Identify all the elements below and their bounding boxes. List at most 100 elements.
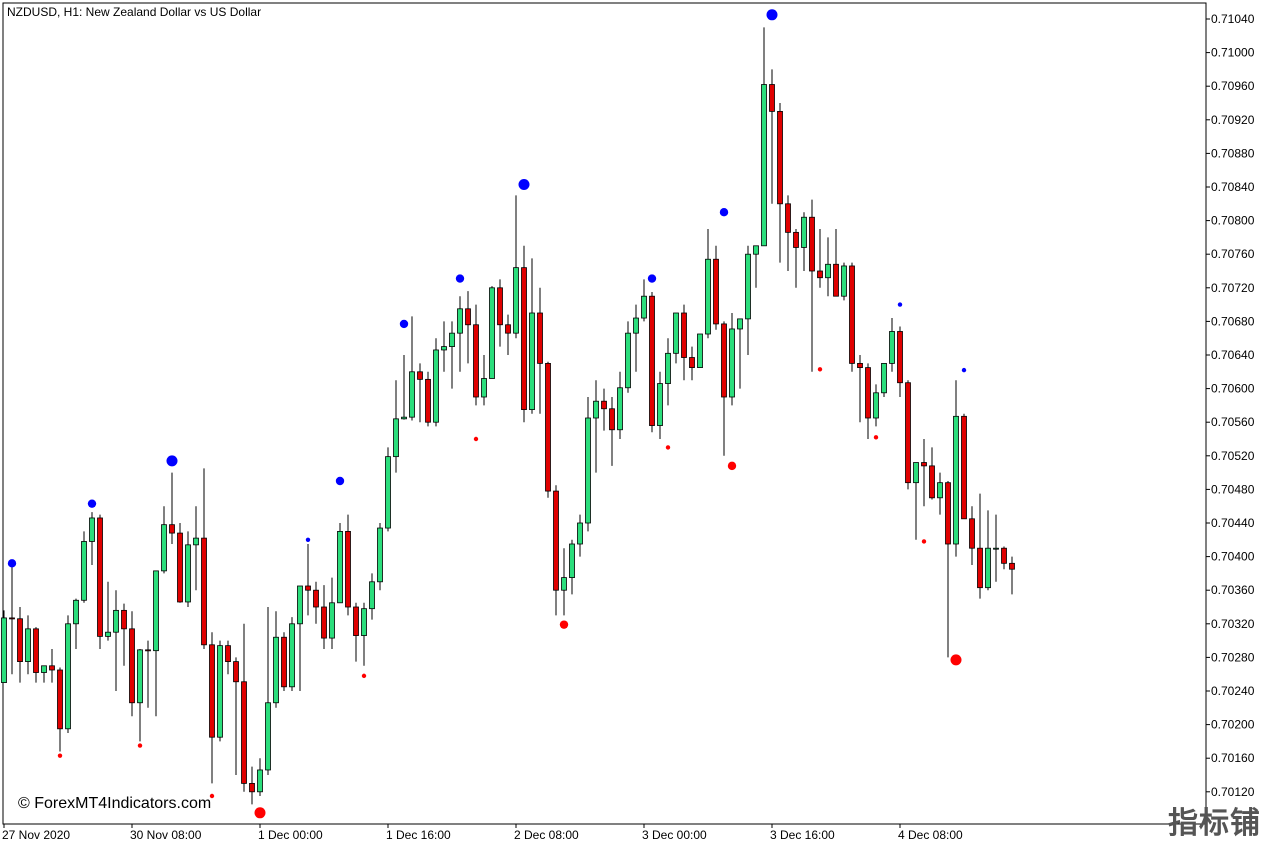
- candle-body: [401, 416, 407, 420]
- candle-body: [145, 649, 151, 652]
- candle: [905, 380, 911, 490]
- candle: [481, 355, 487, 406]
- candle: [825, 237, 831, 297]
- candle-body: [217, 645, 223, 738]
- price-tick-label: 0.70640: [1211, 348, 1255, 362]
- candle: [761, 27, 767, 247]
- candle: [401, 355, 407, 420]
- time-tick-label: 2 Dec 08:00: [514, 828, 579, 842]
- candle: [929, 447, 935, 500]
- candle: [753, 245, 759, 288]
- candle-body: [881, 362, 887, 394]
- candle: [305, 544, 311, 616]
- candle: [497, 279, 503, 347]
- candle-body: [593, 400, 599, 419]
- candle: [625, 321, 631, 393]
- candle: [969, 506, 975, 565]
- candle: [89, 512, 95, 565]
- candle: [465, 291, 471, 364]
- candle: [185, 531, 191, 607]
- swing-low-dot: [137, 743, 143, 748]
- candle: [729, 313, 735, 406]
- candle-body: [961, 415, 967, 520]
- price-axis[interactable]: 0.71040 0.71000 0.70960 0.70920 0.70880 0.708…: [1206, 12, 1255, 799]
- price-tick-label: 0.70680: [1211, 314, 1255, 328]
- candle-body: [281, 636, 287, 688]
- candle-body: [305, 585, 311, 591]
- candle: [129, 611, 135, 717]
- candle-body: [313, 589, 319, 608]
- candle-body: [505, 324, 511, 334]
- swing-markers-layer: [7, 9, 967, 819]
- price-tick-label: 0.70720: [1211, 281, 1255, 295]
- candle: [249, 766, 255, 805]
- swing-low-dot: [665, 445, 671, 450]
- time-tick-label: 27 Nov 2020: [2, 828, 70, 842]
- swing-low-dot: [873, 435, 879, 440]
- swing-low-dot: [950, 654, 962, 666]
- candle: [49, 649, 55, 683]
- price-tick-label: 0.70440: [1211, 516, 1255, 530]
- candle-body: [625, 332, 631, 389]
- candle-body: [1001, 547, 1007, 564]
- candle-body: [745, 253, 751, 320]
- candle: [193, 506, 199, 591]
- chart-title: NZDUSD, H1: New Zealand Dollar vs US Dol…: [7, 5, 261, 19]
- candle: [313, 581, 319, 624]
- candle-body: [345, 531, 351, 608]
- candle-body: [705, 258, 711, 335]
- candle-body: [9, 617, 15, 620]
- candle-body: [137, 649, 143, 704]
- candle: [289, 617, 295, 691]
- candle: [337, 523, 343, 604]
- candle: [889, 318, 895, 372]
- candle: [673, 312, 679, 364]
- candle-body: [249, 783, 255, 793]
- swing-high-dot: [455, 274, 465, 283]
- candle: [473, 304, 479, 406]
- candle-body: [681, 312, 687, 358]
- candle: [993, 514, 999, 582]
- swing-low-dot: [921, 539, 927, 544]
- candle: [441, 321, 447, 372]
- candle: [1001, 546, 1007, 570]
- candle-body: [33, 628, 39, 673]
- candle: [561, 548, 567, 616]
- candle-body: [489, 287, 495, 379]
- candle-body: [385, 456, 391, 529]
- price-tick-label: 0.70920: [1211, 113, 1255, 127]
- candle-body: [297, 585, 303, 625]
- candle-body: [953, 415, 959, 545]
- candle: [233, 657, 239, 775]
- candle: [601, 388, 607, 431]
- candle-body: [41, 665, 47, 673]
- candle-body: [577, 522, 583, 545]
- candle-body: [697, 333, 703, 368]
- candle-body: [833, 263, 839, 297]
- candle-body: [73, 599, 79, 625]
- candle-body: [857, 362, 863, 368]
- swing-low-dot: [473, 436, 479, 442]
- swing-high-dot: [766, 9, 778, 21]
- candle-body: [873, 392, 879, 419]
- candle-body: [1, 617, 7, 683]
- price-tick-label: 0.70280: [1211, 650, 1255, 664]
- candle-body: [25, 628, 31, 663]
- price-tick-label: 0.70120: [1211, 785, 1255, 799]
- candle: [537, 287, 543, 414]
- candle-body: [905, 382, 911, 484]
- candle: [713, 245, 719, 330]
- time-axis[interactable]: 27 Nov 2020 30 Nov 08:00 1 Dec 00:00 1 Dec …: [2, 824, 963, 842]
- candle-body: [153, 570, 159, 652]
- candle-body: [497, 287, 503, 326]
- price-tick-label: 0.70800: [1211, 214, 1255, 228]
- candle: [609, 397, 615, 466]
- time-tick-label: 3 Dec 00:00: [642, 828, 707, 842]
- candle: [689, 346, 695, 381]
- candle: [513, 195, 519, 339]
- candle: [793, 229, 799, 288]
- swing-low-dot: [559, 620, 569, 629]
- time-tick-label: 1 Dec 00:00: [258, 828, 323, 842]
